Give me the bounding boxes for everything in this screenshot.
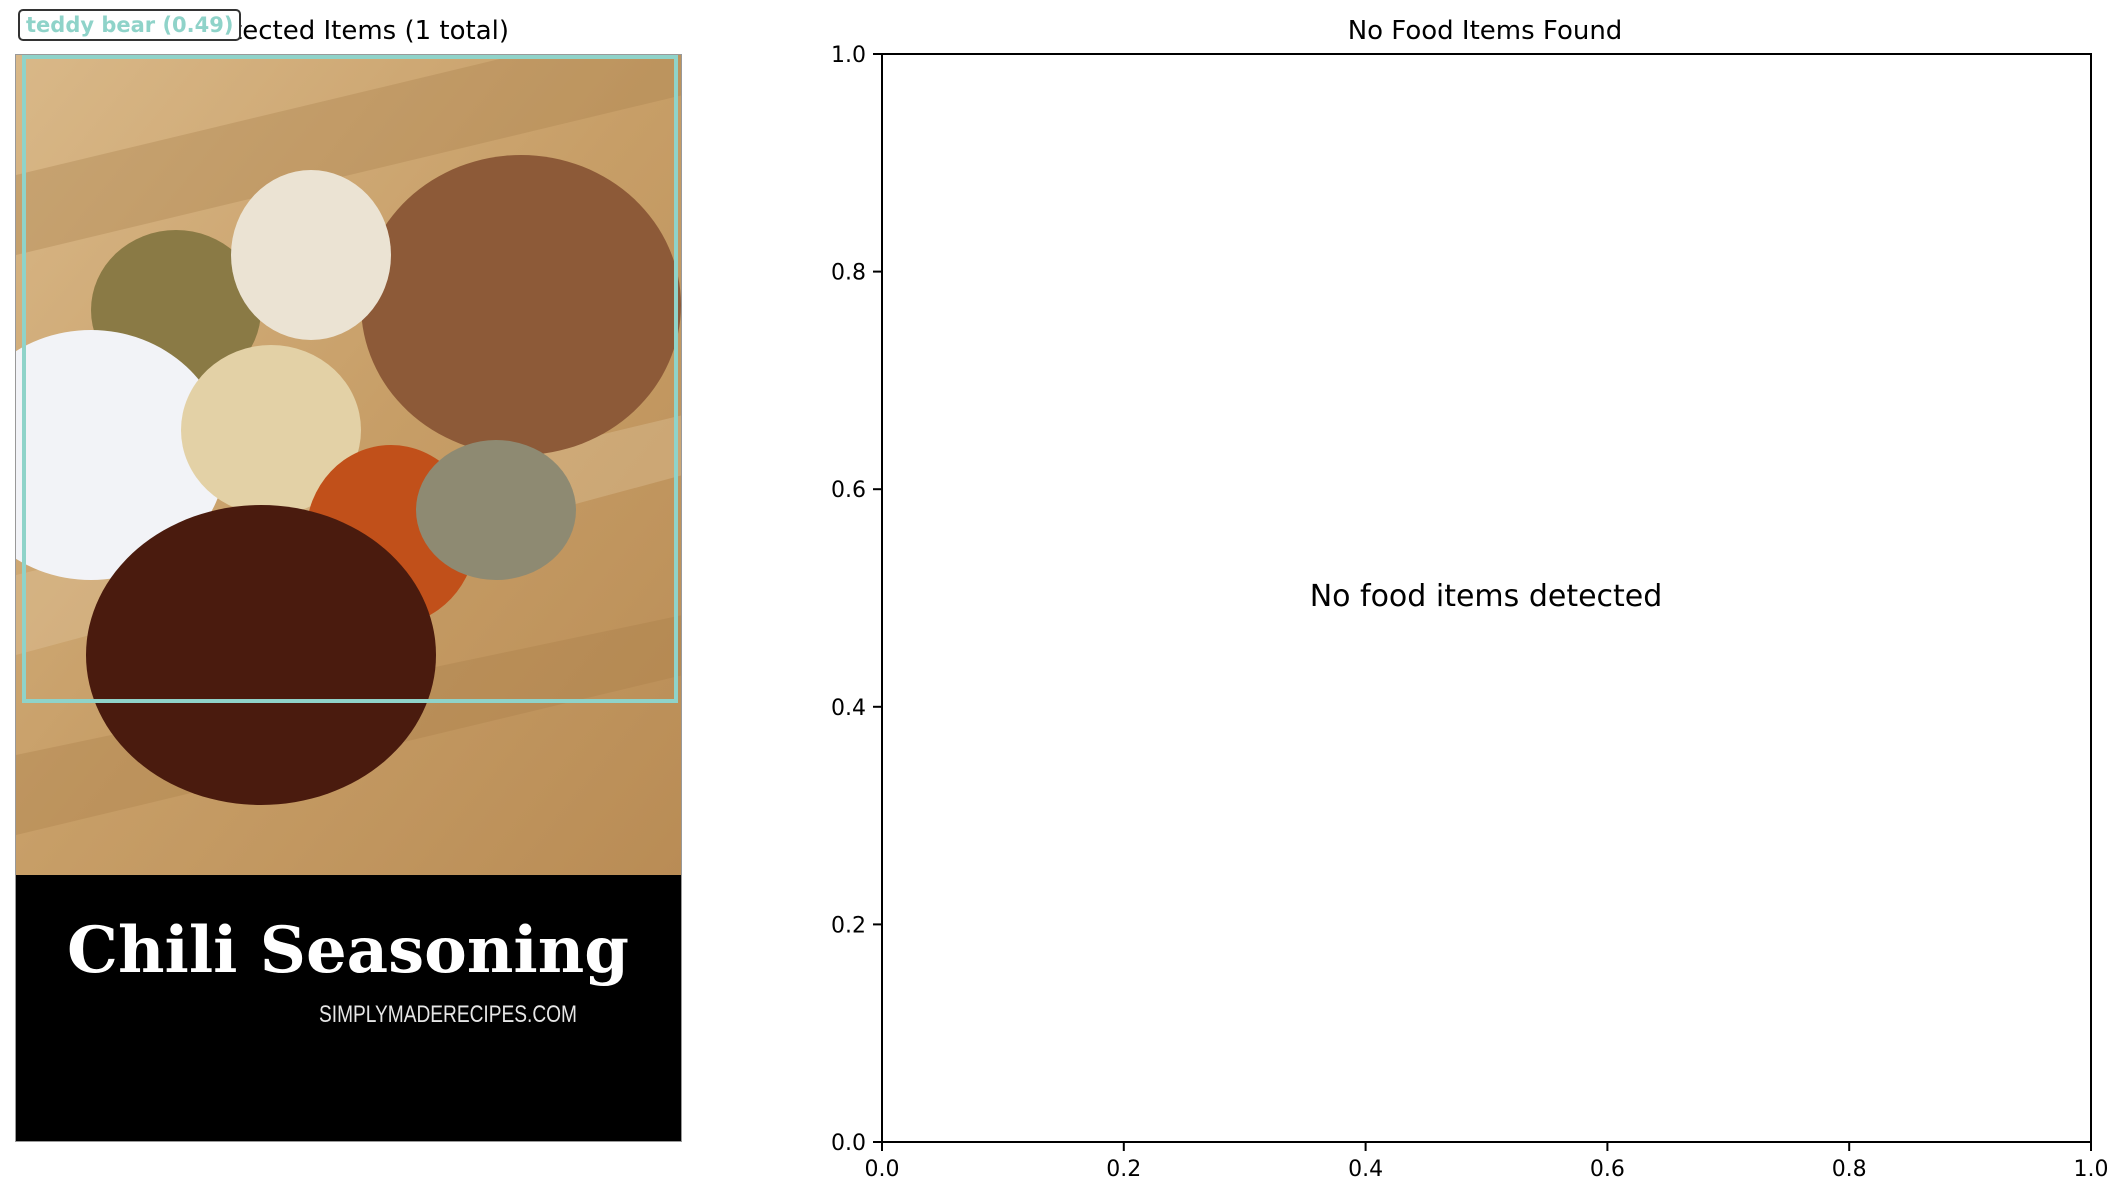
x-tick-label: 0.2 xyxy=(1106,1157,1141,1182)
y-tick-label: 0.6 xyxy=(831,478,866,503)
no-data-annotation: No food items detected xyxy=(1310,579,1663,614)
detection-label: teddy bear (0.49) xyxy=(18,9,242,41)
plot-area xyxy=(881,53,2092,1143)
chart-title: No Food Items Found xyxy=(1347,16,1623,46)
y-tick-label: 0.4 xyxy=(831,696,866,721)
x-tick-label: 0.0 xyxy=(865,1157,900,1182)
y-tick-label: 1.0 xyxy=(831,43,866,68)
x-tick-label: 0.6 xyxy=(1590,1157,1625,1182)
y-tick-label: 0.0 xyxy=(831,1131,866,1156)
y-tick-label: 0.8 xyxy=(831,261,866,286)
banner-subtitle: SIMPLYMADERECIPES.COM xyxy=(319,1001,577,1028)
detection-bounding-box xyxy=(22,55,678,703)
x-axis: 0.0 0.2 0.4 0.6 0.8 1.0 xyxy=(865,1142,2109,1182)
banner-title: Chili Seasoning xyxy=(67,913,629,988)
left-panel-title: Detected Items (1 total) xyxy=(196,16,510,46)
x-tick-label: 0.8 xyxy=(1832,1157,1867,1182)
y-tick-label: 0.2 xyxy=(831,913,866,938)
x-tick-label: 1.0 xyxy=(2074,1157,2109,1182)
detected-photo: Chili Seasoning SIMPLYMADERECIPES.COM xyxy=(15,54,682,1142)
y-axis: 0.0 0.2 0.4 0.6 0.8 1.0 xyxy=(831,43,882,1156)
spice-photo-illustration: Chili Seasoning SIMPLYMADERECIPES.COM xyxy=(16,55,681,1141)
x-tick-label: 0.4 xyxy=(1348,1157,1383,1182)
